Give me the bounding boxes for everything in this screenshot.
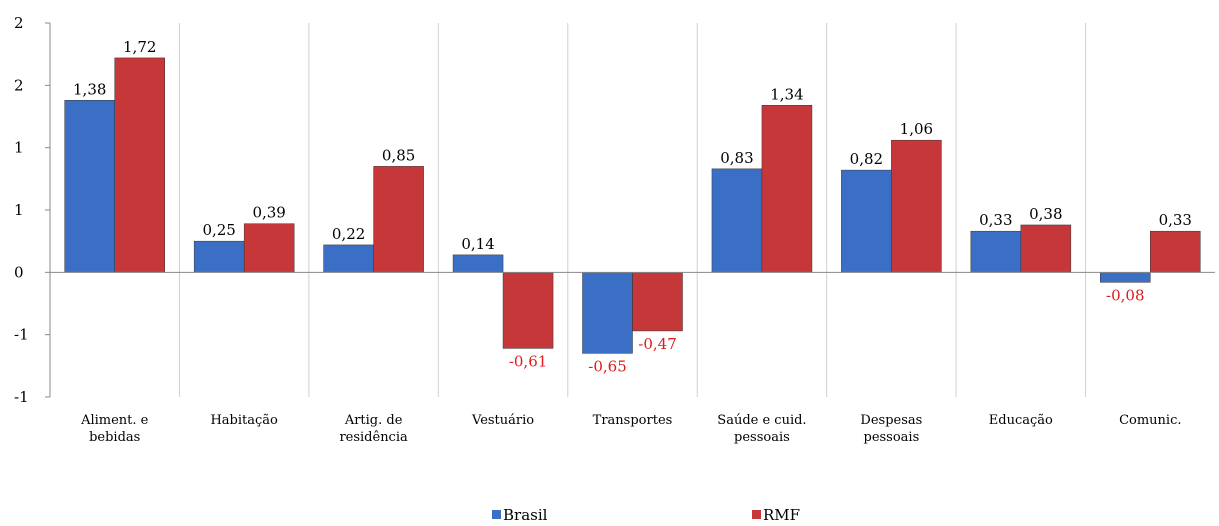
- bar: [711, 168, 763, 273]
- y-tick-label: -1: [14, 326, 29, 344]
- x-tick-label: Artig. de residência: [339, 413, 408, 445]
- value-label: 0,82: [850, 150, 883, 168]
- bar: [114, 57, 165, 273]
- bar: [64, 100, 115, 273]
- value-label: 0,39: [252, 204, 285, 222]
- x-tick-label: Aliment. e bebidas: [80, 413, 149, 445]
- bar: [452, 254, 504, 273]
- legend-swatch: [752, 510, 761, 519]
- y-tick-label: 1: [14, 201, 24, 219]
- value-label: 0,14: [461, 235, 494, 253]
- value-label: 0,83: [720, 149, 753, 167]
- bar: [373, 166, 424, 273]
- bar: [891, 139, 942, 273]
- value-label: 0,38: [1029, 205, 1062, 223]
- x-tick-label: Saúde e cuid. pessoais: [717, 413, 806, 445]
- value-label: 0,33: [979, 211, 1012, 229]
- value-label: 1,72: [123, 38, 156, 56]
- y-tick-label: 2: [14, 14, 24, 32]
- bar: [632, 272, 683, 332]
- x-tick-label: Vestuário: [471, 413, 534, 428]
- x-tick-label: Despesas pessoais: [860, 413, 922, 445]
- legend-label: RMF: [763, 506, 800, 524]
- value-label: -0,08: [1106, 286, 1144, 304]
- value-label: 0,25: [202, 221, 235, 239]
- value-label: 0,33: [1159, 211, 1192, 229]
- bar: [1100, 272, 1151, 283]
- value-label: 1,06: [900, 120, 933, 138]
- value-label: 0,85: [382, 146, 415, 164]
- bar: [761, 105, 813, 273]
- x-tick-label: Transportes: [593, 413, 673, 428]
- value-label: -0,47: [638, 335, 676, 353]
- value-label: 1,34: [770, 85, 803, 103]
- value-label: 1,38: [73, 80, 106, 98]
- bar: [193, 240, 245, 273]
- bar: [841, 169, 892, 273]
- value-label: 0,22: [332, 225, 365, 243]
- y-tick-label: -1: [14, 388, 29, 406]
- y-tick-label: 0: [14, 263, 24, 281]
- bar: [1150, 230, 1201, 273]
- y-tick-label: 1: [14, 139, 24, 157]
- x-tick-label: Habitação: [210, 413, 278, 428]
- bar: [1020, 224, 1072, 273]
- legend-label: Brasil: [503, 506, 548, 524]
- value-label: -0,65: [588, 357, 626, 375]
- x-tick-label: Educação: [989, 413, 1053, 428]
- value-label: -0,61: [509, 352, 547, 370]
- x-tick-label: Comunic.: [1119, 413, 1181, 428]
- bar: [502, 272, 554, 349]
- bar: [243, 223, 295, 273]
- bar: [323, 244, 374, 273]
- bar: [970, 230, 1022, 273]
- y-tick-label: 2: [14, 76, 24, 94]
- bar: [582, 272, 633, 354]
- legend-swatch: [492, 510, 501, 519]
